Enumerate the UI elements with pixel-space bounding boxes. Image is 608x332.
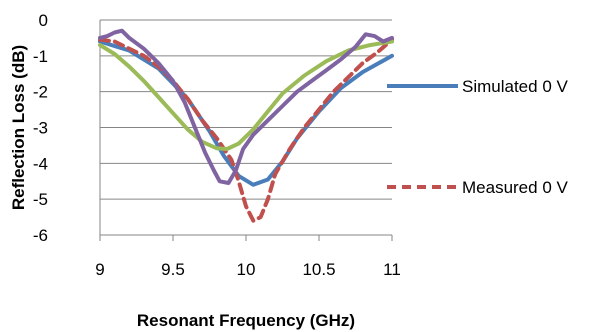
series-line-2 [98, 37, 394, 223]
y-tick-label: -4 [33, 154, 48, 173]
legend: Simulated 0 V Measured 0 V [387, 77, 568, 197]
legend-label: Measured 0 V [462, 178, 568, 197]
y-tick-label: -1 [33, 47, 48, 66]
y-tick-label: -2 [33, 83, 48, 102]
y-tick-label: -5 [33, 190, 48, 209]
y-tick-label: -6 [33, 226, 48, 245]
y-axis-title: Reflection Loss (dB) [9, 45, 28, 210]
y-tick-labels: 0 -1 -2 -3 -4 -5 -6 [33, 11, 48, 245]
series-line-3 [98, 39, 394, 151]
x-tick-label: 10 [237, 260, 256, 279]
x-tick-label: 9 [95, 260, 104, 279]
y-tick-label: 0 [39, 11, 48, 30]
x-tick-label: 11 [383, 260, 401, 279]
x-axis-title: Resonant Frequency (GHz) [137, 311, 355, 330]
x-tick-marks [99, 235, 393, 241]
series-layer [98, 28, 394, 223]
x-tick-label: 9.5 [161, 260, 185, 279]
x-tick-labels: 9 9.5 10 10.5 11 [95, 260, 401, 279]
series-line-4 [98, 28, 394, 185]
y-tick-label: -3 [33, 119, 48, 138]
x-tick-label: 10.5 [302, 260, 335, 279]
legend-label: Simulated 0 V [462, 77, 568, 96]
